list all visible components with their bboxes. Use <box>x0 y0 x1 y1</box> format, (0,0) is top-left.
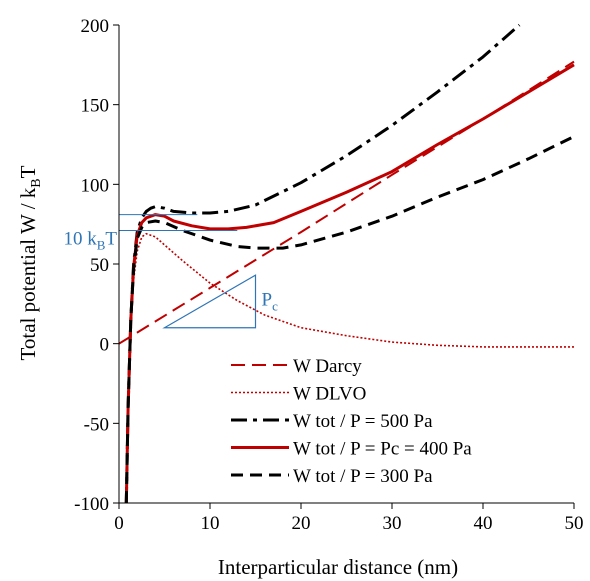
slope-label-main: P <box>262 289 273 310</box>
slope-label: Pc <box>262 289 279 313</box>
legend-label-p500: W tot / P = 500 Pa <box>293 411 433 432</box>
y-tick-label: 150 <box>81 96 110 117</box>
y-tick-label: 200 <box>81 16 110 37</box>
y-tick-label: 100 <box>81 175 110 196</box>
legend-label-pc400: W tot / P = Pc = 400 Pa <box>293 439 472 460</box>
x-axis-label: Interparticular distance (nm) <box>218 555 458 579</box>
series-layer <box>119 23 575 504</box>
energy-label-tail: T <box>105 229 117 250</box>
x-tick-label: 50 <box>565 513 584 534</box>
x-tick-label: 0 <box>114 513 124 534</box>
y-tick-label: 0 <box>100 335 110 356</box>
y-axis-label: Total potential W / kBT <box>16 165 44 360</box>
x-ticks: 0 10 20 30 40 50 <box>114 503 584 534</box>
y-axis-label-tail: T <box>16 165 40 178</box>
y-axis-label-sub: B <box>29 178 44 187</box>
slope-label-sub: c <box>272 298 278 313</box>
series-line-pc400 <box>124 63 575 504</box>
legend-label-dlvo: W DLVO <box>293 384 366 405</box>
series-line-p300 <box>124 135 575 504</box>
slope-triangle <box>162 274 257 329</box>
energy-label-main: 10 k <box>63 229 97 250</box>
x-tick-label: 30 <box>383 513 402 534</box>
axes-layer: 0 10 20 30 40 50 -100 -50 0 50 100 150 200 <box>74 16 583 534</box>
x-tick-label: 40 <box>474 513 493 534</box>
y-axis-label-main: Total potential W / k <box>16 187 40 360</box>
legend: W Darcy W DLVO W tot / P = 500 Pa W tot / P… <box>231 356 472 487</box>
y-tick-label: 50 <box>90 255 109 276</box>
legend-label-darcy: W Darcy <box>293 356 362 377</box>
y-tick-label: -50 <box>84 414 109 435</box>
x-tick-label: 20 <box>292 513 311 534</box>
annotation-layer: 10 kBT Pc <box>63 214 279 329</box>
y-tick-label: -100 <box>74 494 109 515</box>
x-tick-label: 10 <box>201 513 220 534</box>
y-ticks: -100 -50 0 50 100 150 200 <box>74 16 119 515</box>
energy-label-sub: B <box>97 238 106 253</box>
energy-label: 10 kBT <box>63 229 117 253</box>
legend-label-p300: W tot / P = 300 Pa <box>293 466 433 487</box>
